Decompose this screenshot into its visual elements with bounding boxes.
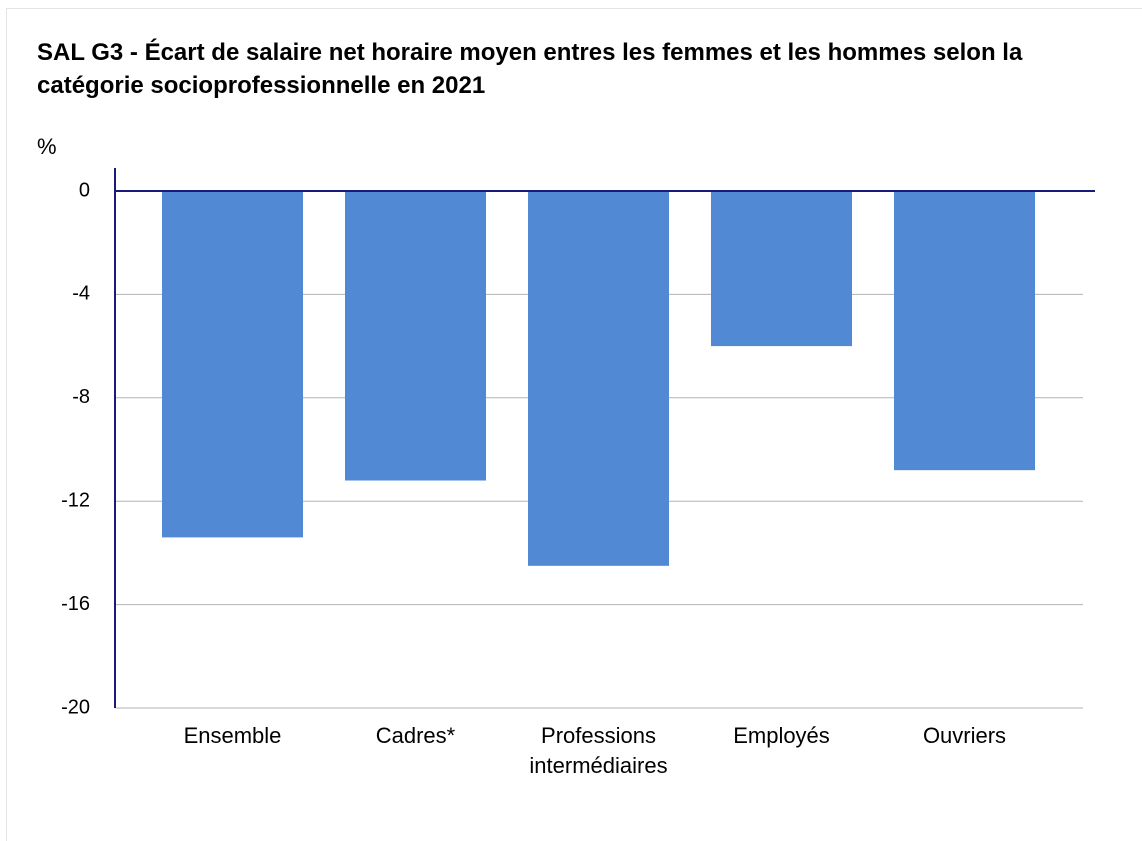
y-axis-label: % bbox=[37, 134, 57, 159]
x-tick-label: Ensemble bbox=[183, 723, 282, 748]
x-tick-label: Cadres* bbox=[375, 723, 456, 748]
bar bbox=[711, 191, 852, 347]
bar bbox=[162, 191, 303, 538]
x-tick-label: Employés bbox=[733, 723, 830, 748]
y-tick-label: -20 bbox=[61, 696, 90, 718]
bar bbox=[528, 191, 669, 566]
x-tick-label: Ouvriers bbox=[922, 723, 1007, 748]
y-tick-label: -8 bbox=[72, 386, 90, 408]
y-tick-label: -4 bbox=[72, 283, 90, 305]
y-tick-label: -12 bbox=[61, 489, 90, 511]
x-tick-label: Professions intermédiaires bbox=[529, 723, 668, 778]
chart-title: SAL G3 - Écart de salaire net horaire mo… bbox=[37, 39, 1023, 99]
bar bbox=[894, 191, 1035, 471]
card bbox=[6, 8, 1142, 841]
bar bbox=[345, 191, 486, 481]
y-tick-label: -16 bbox=[61, 593, 90, 615]
y-tick-label: 0 bbox=[79, 179, 90, 201]
